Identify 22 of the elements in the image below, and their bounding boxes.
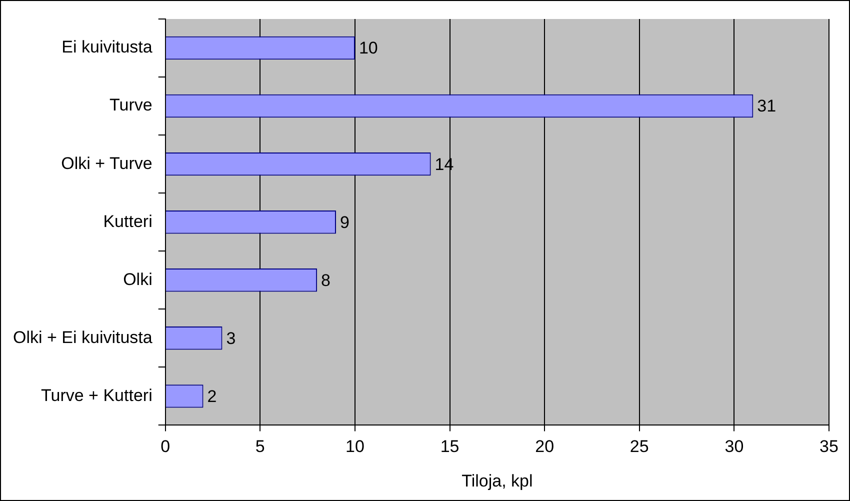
x-tick-label: 20 <box>535 437 554 456</box>
x-tick-label: 0 <box>160 437 170 456</box>
data-label: 8 <box>321 270 331 290</box>
x-tick-label: 25 <box>630 437 649 456</box>
y-tick-label: Olki + Ei kuivitusta <box>12 328 153 347</box>
x-tick-label: 5 <box>255 437 265 456</box>
data-label: 9 <box>340 212 350 232</box>
y-tick-label: Kutteri <box>103 212 152 231</box>
data-label: 3 <box>226 328 236 348</box>
x-axis-title: Tiloja, kpl <box>462 471 533 490</box>
x-tick-label: 15 <box>440 437 460 456</box>
x-tick-label: 35 <box>820 437 838 456</box>
y-tick-label: Turve + Kutteri <box>41 386 152 405</box>
y-tick-label: Turve <box>110 96 152 115</box>
data-label: 10 <box>358 38 378 58</box>
y-tick-label: Ei kuivitusta <box>62 38 153 57</box>
y-tick-label: Olki + Turve <box>61 154 152 173</box>
x-tick-label: 30 <box>724 437 744 456</box>
data-label: 2 <box>207 386 217 406</box>
data-label: 31 <box>757 96 776 116</box>
x-tick-label: 10 <box>346 437 364 456</box>
y-tick-label: Olki <box>123 270 152 289</box>
